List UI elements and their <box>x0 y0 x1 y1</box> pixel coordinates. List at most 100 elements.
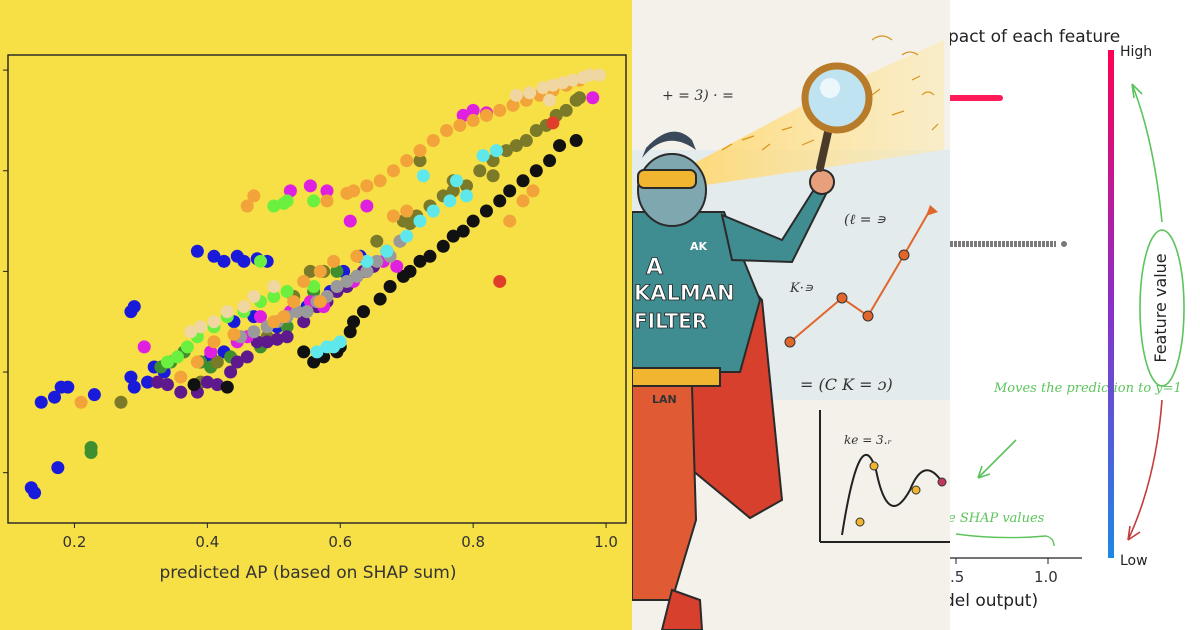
shap-x-tick-label-1: .5 <box>950 568 964 586</box>
scatter-point <box>479 204 493 218</box>
scatter-point <box>207 249 221 263</box>
scatter-point <box>426 134 440 148</box>
scatter-point <box>283 184 297 198</box>
scatter-point <box>114 395 128 409</box>
scatter-point <box>207 315 221 329</box>
scatter-point <box>519 134 533 148</box>
scatter-point <box>347 315 361 329</box>
scatter-point <box>413 154 427 168</box>
scatter-point <box>87 388 101 402</box>
scatter-point <box>403 217 417 231</box>
scatter-point <box>124 305 138 319</box>
superhero-figure <box>632 62 873 630</box>
scatter-point <box>546 116 560 130</box>
trend-line-graph <box>784 205 938 348</box>
scatter-point <box>370 254 384 268</box>
scatter-point <box>190 355 204 369</box>
scatter-point <box>320 184 334 198</box>
scatter-point <box>460 189 474 203</box>
scatter-point <box>51 461 65 475</box>
scatter-point <box>280 285 294 299</box>
scatter-point <box>380 244 394 258</box>
scatter-point <box>280 194 294 208</box>
scatter-point <box>84 441 98 455</box>
scatter-chart-panel: 0.2 0.4 0.6 0.8 1.0 predicted AP (based on S… <box>0 0 632 630</box>
scatter-point <box>373 174 387 188</box>
scatter-point <box>267 290 281 304</box>
shirt-text-line-3: FILTER <box>634 309 707 333</box>
scatter-point <box>390 259 404 273</box>
equation-1: + = 3) · = <box>662 88 734 104</box>
scatter-point <box>210 355 224 369</box>
scatter-point <box>586 91 600 105</box>
scatter-point <box>350 249 364 263</box>
scatter-point <box>277 310 291 324</box>
equation-4: = (C K = ɔ) <box>800 375 893 394</box>
scatter-point <box>403 264 417 278</box>
equation-3: K·∍ <box>789 281 814 296</box>
scatter-point <box>333 335 347 349</box>
y-axis-ticks <box>3 69 8 474</box>
scatter-point <box>456 108 470 122</box>
scatter-point <box>592 68 606 82</box>
x-tick-label: 0.6 <box>328 533 352 551</box>
scatter-point <box>48 390 62 404</box>
scatter-point <box>240 350 254 364</box>
scatter-point <box>440 123 454 137</box>
scatter-point <box>343 214 357 228</box>
scatter-point <box>137 340 151 354</box>
scatter-point <box>529 164 543 178</box>
equation-5: ke = 3.ᵣ <box>844 433 892 447</box>
plot-frame <box>7 54 627 524</box>
scatter-chart: 0.2 0.4 0.6 0.8 1.0 predicted AP (based on S… <box>3 54 627 583</box>
scatter-point <box>509 139 523 153</box>
scatter-point <box>227 327 241 341</box>
scatter-point <box>489 144 503 158</box>
scatter-point <box>240 199 254 213</box>
scatter-point <box>572 91 586 105</box>
scatter-point <box>74 395 88 409</box>
scatter-point <box>416 169 430 183</box>
scatter-point <box>443 194 457 208</box>
scatter-point <box>479 108 493 122</box>
scatter-point <box>476 149 490 163</box>
arrow-down-low <box>1127 399 1163 541</box>
scatter-point <box>280 330 294 344</box>
scatter-point <box>267 279 281 293</box>
scatter-point <box>386 164 400 178</box>
scatter-point <box>516 194 530 208</box>
scatter-point <box>204 345 218 359</box>
scatter-point <box>466 113 480 127</box>
colorbar-high-label: High <box>1120 44 1152 60</box>
scatter-point <box>303 179 317 193</box>
scatter-point <box>436 239 450 253</box>
scatter-point <box>247 290 261 304</box>
scatter-point <box>543 154 557 168</box>
scatter-point <box>543 93 557 107</box>
x-axis-label: predicted AP (based on SHAP sum) <box>160 563 457 583</box>
scatter-point <box>559 103 573 117</box>
belt-text: LAN <box>652 393 677 406</box>
shap-summary-panel: pact of each feature .5 1.0 del output) … <box>950 0 1200 630</box>
scatter-point <box>343 325 357 339</box>
kalman-superhero-illustration: + = 3) · = (ℓ = ∍ K·∍ = (C K = ɔ) ke = 3… <box>632 0 950 630</box>
scatter-point <box>247 189 261 203</box>
x-axis-ticks: 0.2 0.4 0.6 0.8 1.0 <box>63 523 618 551</box>
scatter-point <box>217 254 231 268</box>
scatter-point <box>453 118 467 132</box>
colorbar-title: Feature value <box>1151 253 1170 362</box>
scatter-point <box>499 144 513 158</box>
scatter-points <box>24 68 606 500</box>
scatter-point <box>307 279 321 293</box>
annotation-line-1: Moves the prediction to y=1 <box>993 381 1182 396</box>
x-tick-label: 1.0 <box>594 533 618 551</box>
scatter-point <box>360 264 374 278</box>
scatter-point <box>127 380 141 394</box>
scatter-point <box>360 199 374 213</box>
scatter-point <box>486 169 500 183</box>
shap-title-fragment: pact of each feature <box>950 27 1120 47</box>
scatter-point <box>303 264 317 278</box>
scatter-point <box>313 295 327 309</box>
scatter-point <box>569 134 583 148</box>
scatter-point <box>270 332 284 346</box>
